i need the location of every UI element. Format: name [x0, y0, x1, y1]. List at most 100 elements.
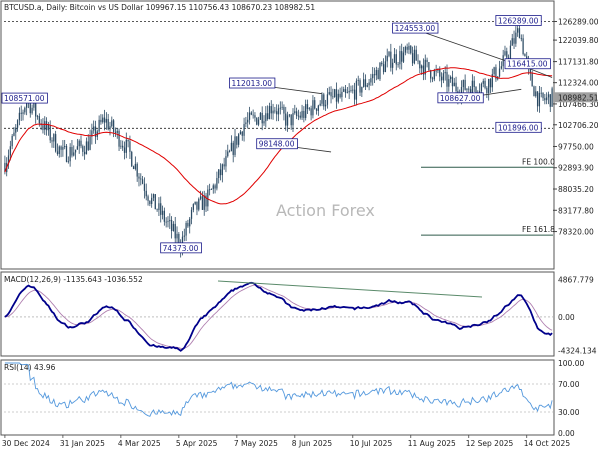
candle-body: [390, 51, 392, 68]
candle-body: [223, 164, 225, 167]
candle-body: [417, 60, 419, 62]
price-tick-label: 112324.00: [558, 79, 599, 88]
price-tick-label: 92893.90: [558, 164, 594, 173]
candle-body: [216, 178, 218, 189]
x-tick-label: 30 Dec 2024: [2, 439, 50, 448]
candle-body: [372, 74, 374, 79]
price-tick-label: 78320.00: [558, 228, 594, 237]
candle-body: [228, 150, 231, 152]
candle-body: [26, 100, 28, 108]
candle-body: [118, 130, 120, 147]
candle-body: [209, 189, 211, 191]
candle-body: [89, 136, 91, 150]
candle-body: [62, 147, 64, 150]
candle-body: [169, 219, 171, 222]
candle-body: [152, 194, 155, 198]
candle-body: [111, 120, 113, 127]
price-annotation-box: [437, 92, 484, 104]
macd-trendline: [217, 280, 483, 298]
candle-body: [230, 142, 233, 151]
candle-body: [350, 90, 352, 91]
candle-body: [324, 104, 327, 107]
price-annotation-box: [160, 242, 202, 254]
candle-body: [185, 222, 187, 236]
candle-body: [93, 126, 95, 131]
price-annotation-label: 101896.00: [498, 123, 539, 132]
candle-body: [491, 74, 493, 88]
candle-body: [221, 164, 223, 176]
candle-body: [404, 46, 406, 53]
candle-body: [344, 89, 347, 93]
candle-body: [167, 221, 169, 222]
macd-panel-frame: [0, 271, 555, 357]
candle-body: [24, 107, 26, 113]
candle-body: [306, 104, 309, 110]
price-panel-frame: [0, 0, 555, 270]
price-annotation-label: 112013.00: [232, 79, 273, 88]
candle-body: [78, 140, 80, 147]
candle-body: [7, 155, 10, 163]
candle-body: [551, 88, 553, 107]
price-annotation-box: [495, 15, 542, 26]
candle-body: [498, 68, 501, 77]
candle-body: [143, 183, 146, 191]
rsi-label: RSI(14) 43.96: [4, 363, 56, 372]
candle-body: [542, 92, 544, 99]
candle-body: [165, 221, 167, 223]
candle-body: [158, 203, 160, 211]
candle-body: [53, 134, 55, 142]
candle-body: [413, 49, 416, 64]
candle-body: [285, 113, 287, 126]
candle-body: [406, 46, 408, 50]
x-tick-label: 4 Mar 2025: [118, 439, 161, 448]
candle-body: [18, 112, 21, 121]
price-annotation-label: 126289.00: [498, 16, 539, 25]
candle-body: [368, 82, 370, 86]
candle-body: [201, 196, 204, 210]
candle-body: [265, 113, 267, 122]
candle-body: [493, 67, 495, 75]
candle-body: [386, 55, 388, 62]
candle-body: [546, 97, 548, 101]
rsi-tick-label: 100.00: [558, 359, 584, 368]
candle-body: [384, 61, 387, 73]
candle-body: [127, 139, 129, 142]
candle-body: [250, 112, 252, 115]
candle-body: [509, 45, 512, 59]
candle-body: [442, 73, 445, 81]
chart-header: BTCUSD.a, Daily: Bitcoin vs US Dollar 10…: [4, 3, 315, 12]
candle-body: [355, 80, 358, 100]
candle-body: [312, 100, 314, 116]
candle-body: [373, 74, 376, 76]
candle-body: [170, 219, 173, 231]
candle-body: [381, 62, 383, 65]
candle-body: [100, 119, 102, 123]
candle-body: [4, 162, 6, 173]
candle-body: [15, 127, 17, 133]
annotations: 126289.00 124553.00 112013.00 108571.00 1164…: [1, 15, 551, 254]
candle-body: [507, 57, 510, 59]
price-tick-label: 102706.20: [558, 121, 599, 130]
rsi-tick-label: 30.00: [558, 408, 580, 417]
candle-body: [109, 126, 111, 130]
candle-body: [536, 91, 539, 107]
candle-body: [339, 93, 341, 98]
candle-body: [105, 119, 108, 123]
price-annotation-box: [229, 77, 276, 89]
candle-body: [187, 222, 189, 227]
candle-body: [511, 38, 513, 46]
candle-body: [123, 147, 126, 153]
price-annotation-label: 74373.00: [163, 244, 199, 253]
candle-body: [69, 147, 71, 162]
candle-body: [212, 185, 214, 190]
price-annotation-label: 108571.00: [4, 94, 45, 103]
candle-body: [36, 116, 39, 118]
candle-body: [513, 38, 515, 44]
candle-body: [279, 107, 281, 109]
candle-body: [214, 185, 216, 189]
candle-body: [486, 87, 488, 94]
candle-body: [122, 145, 124, 148]
candle-body: [357, 80, 359, 82]
candle-body: [535, 91, 537, 97]
candle-body: [232, 142, 234, 155]
